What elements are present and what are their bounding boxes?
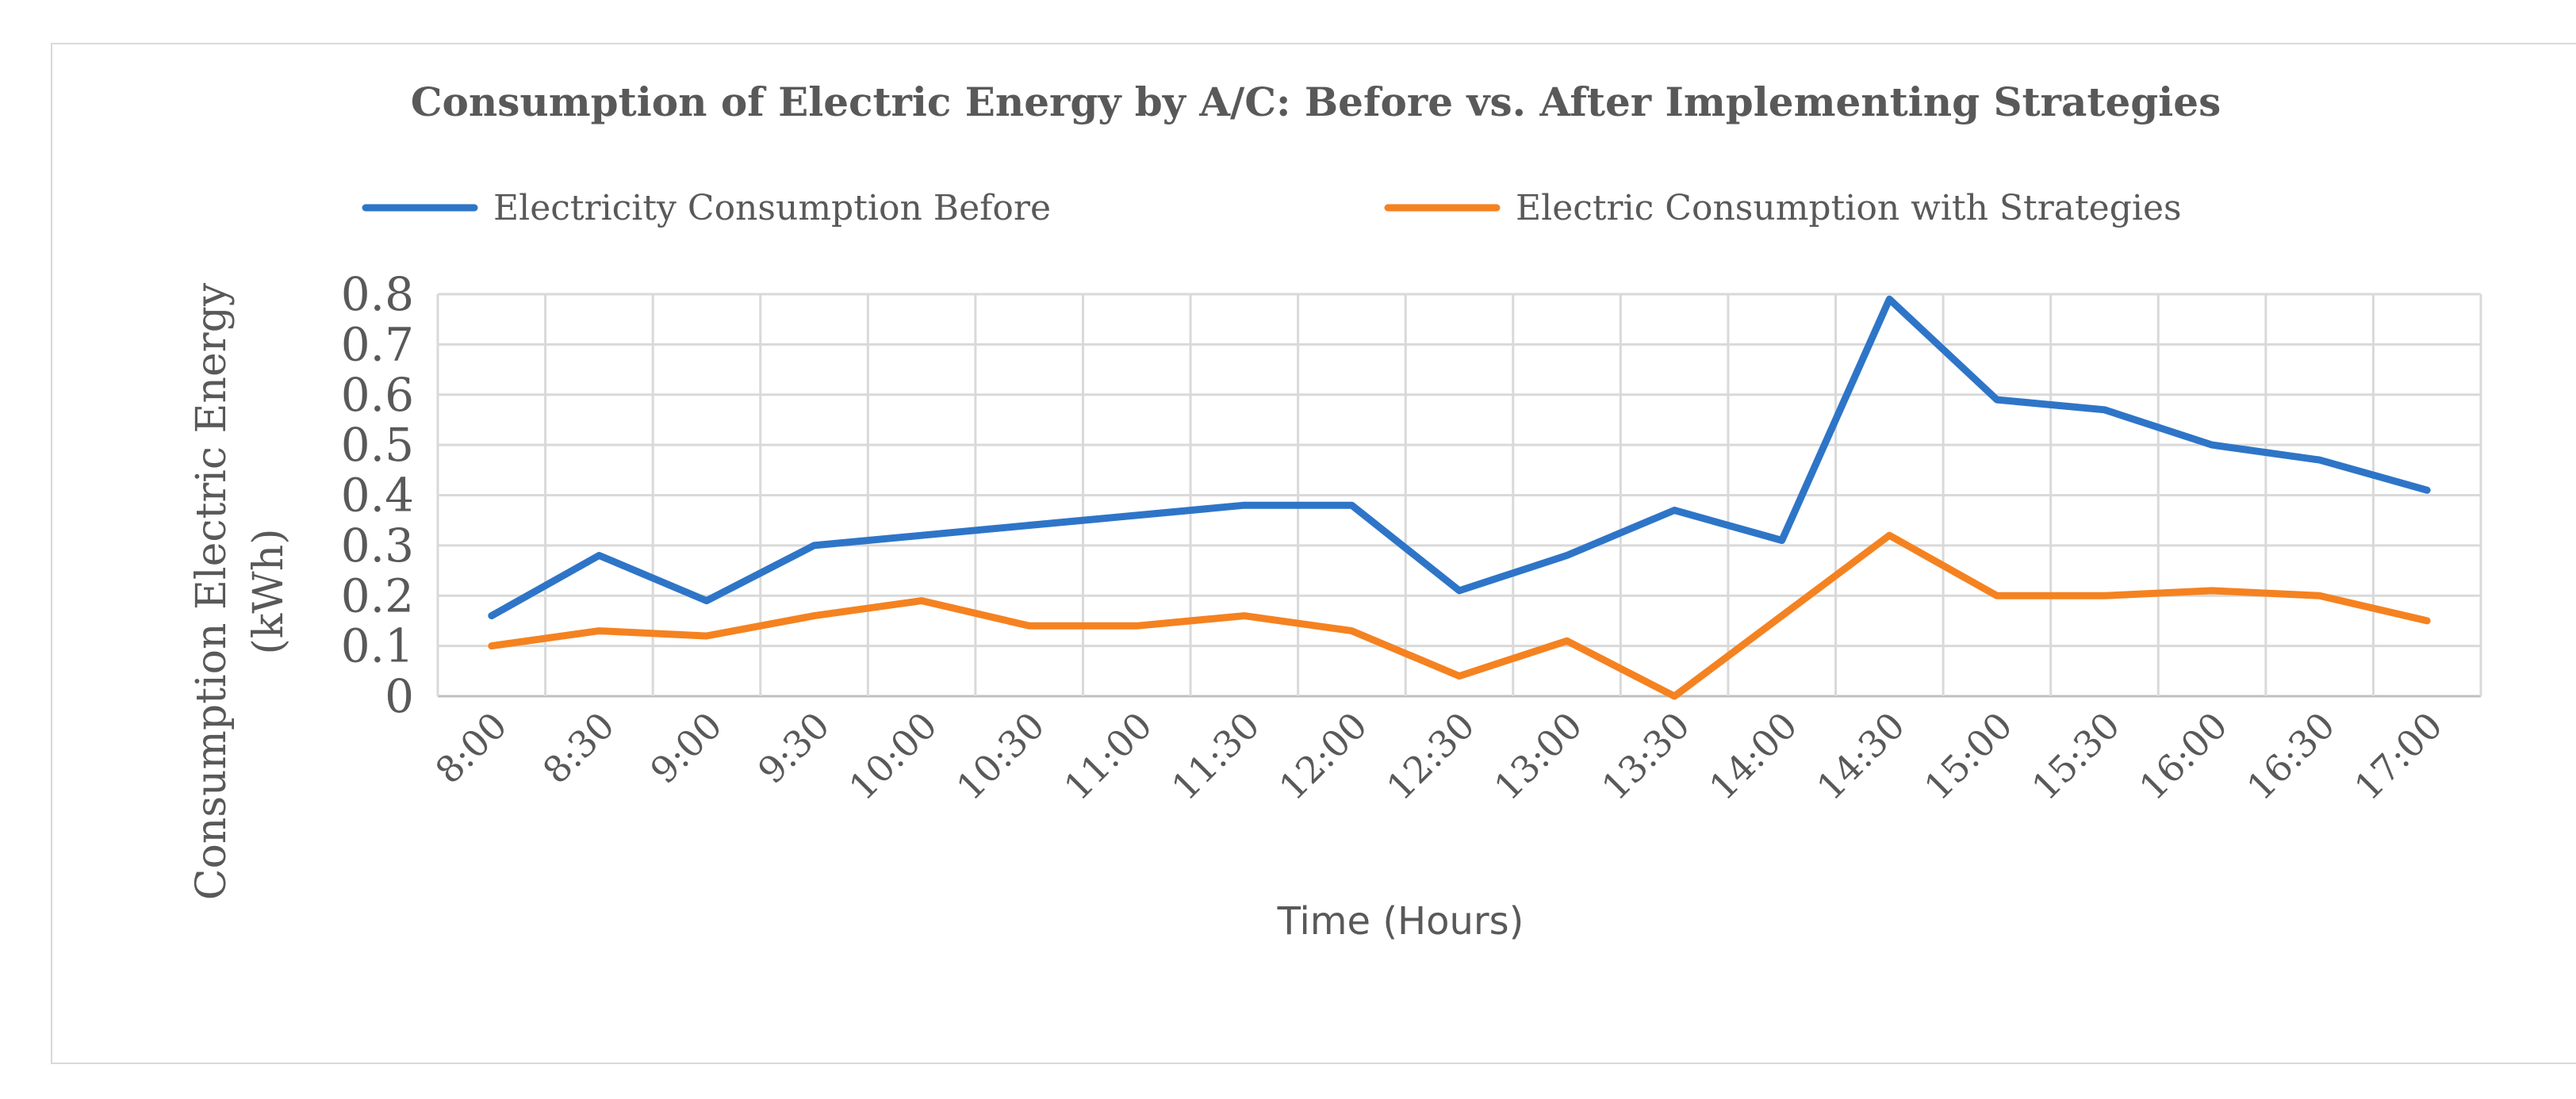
x-tick-label: 13:30 (1593, 704, 1698, 809)
y-tick-label: 0.5 (341, 418, 414, 472)
y-tick-label: 0.7 (341, 317, 414, 371)
series-line-before (488, 295, 2431, 620)
x-tick-label: 15:30 (2023, 704, 2128, 809)
x-tick-label: 16:30 (2238, 704, 2343, 809)
legend-label-with-strategies: Electric Consumption with Strategies (1516, 188, 2182, 228)
x-tick-label: 8:30 (535, 704, 623, 792)
x-tick-label: 14:30 (1808, 704, 1913, 809)
y-tick-label: 0.1 (341, 619, 414, 673)
x-axis-ticks: 8:00 8:30 9:00 9:30 10:00 10:30 11:00 11:30 12:0… (427, 704, 2451, 809)
x-tick-label: 16:00 (2131, 704, 2236, 809)
x-tick-label: 11:00 (1056, 704, 1160, 809)
x-tick-label: 14:00 (1701, 704, 1806, 809)
y-axis-title-line2: (kWh) (245, 528, 293, 654)
x-tick-label: 12:00 (1271, 704, 1375, 809)
x-tick-label: 13:00 (1485, 704, 1590, 809)
legend-label-before: Electricity Consumption Before (493, 188, 1051, 228)
y-tick-label: 0 (385, 669, 414, 723)
x-axis-title: Time (Hours) (1277, 899, 1524, 944)
x-tick-label: 12:30 (1378, 704, 1483, 809)
y-tick-label: 0.6 (341, 368, 414, 422)
y-axis-ticks: 00.10.20.30.40.50.60.70.8 (341, 267, 414, 723)
y-tick-label: 0.4 (341, 469, 414, 523)
x-tick-label: 11:30 (1163, 704, 1268, 809)
x-tick-label: 17:00 (2346, 704, 2451, 809)
x-tick-label: 15:00 (1916, 704, 2021, 809)
y-axis-title: Consumption Electric Energy (kWh) (188, 282, 293, 900)
x-tick-label: 8:00 (427, 704, 515, 792)
x-tick-label: 10:00 (841, 704, 945, 809)
x-tick-label: 9:30 (749, 704, 838, 792)
gridlines (436, 293, 2482, 698)
legend: Electricity Consumption Before Electric … (362, 188, 2182, 228)
y-tick-label: 0.8 (341, 267, 414, 321)
chart-frame: Consumption of Electric Energy by A/C: B… (51, 43, 2576, 1064)
series (488, 295, 2431, 700)
y-tick-label: 0.3 (341, 519, 414, 572)
chart-title: Consumption of Electric Energy by A/C: B… (411, 78, 2221, 125)
x-tick-label: 10:30 (949, 704, 1053, 809)
y-tick-label: 0.2 (341, 569, 414, 622)
y-axis-title-line1: Consumption Electric Energy (188, 282, 236, 900)
line-chart: Consumption of Electric Energy by A/C: B… (188, 78, 2482, 944)
x-tick-label: 9:00 (642, 704, 730, 792)
